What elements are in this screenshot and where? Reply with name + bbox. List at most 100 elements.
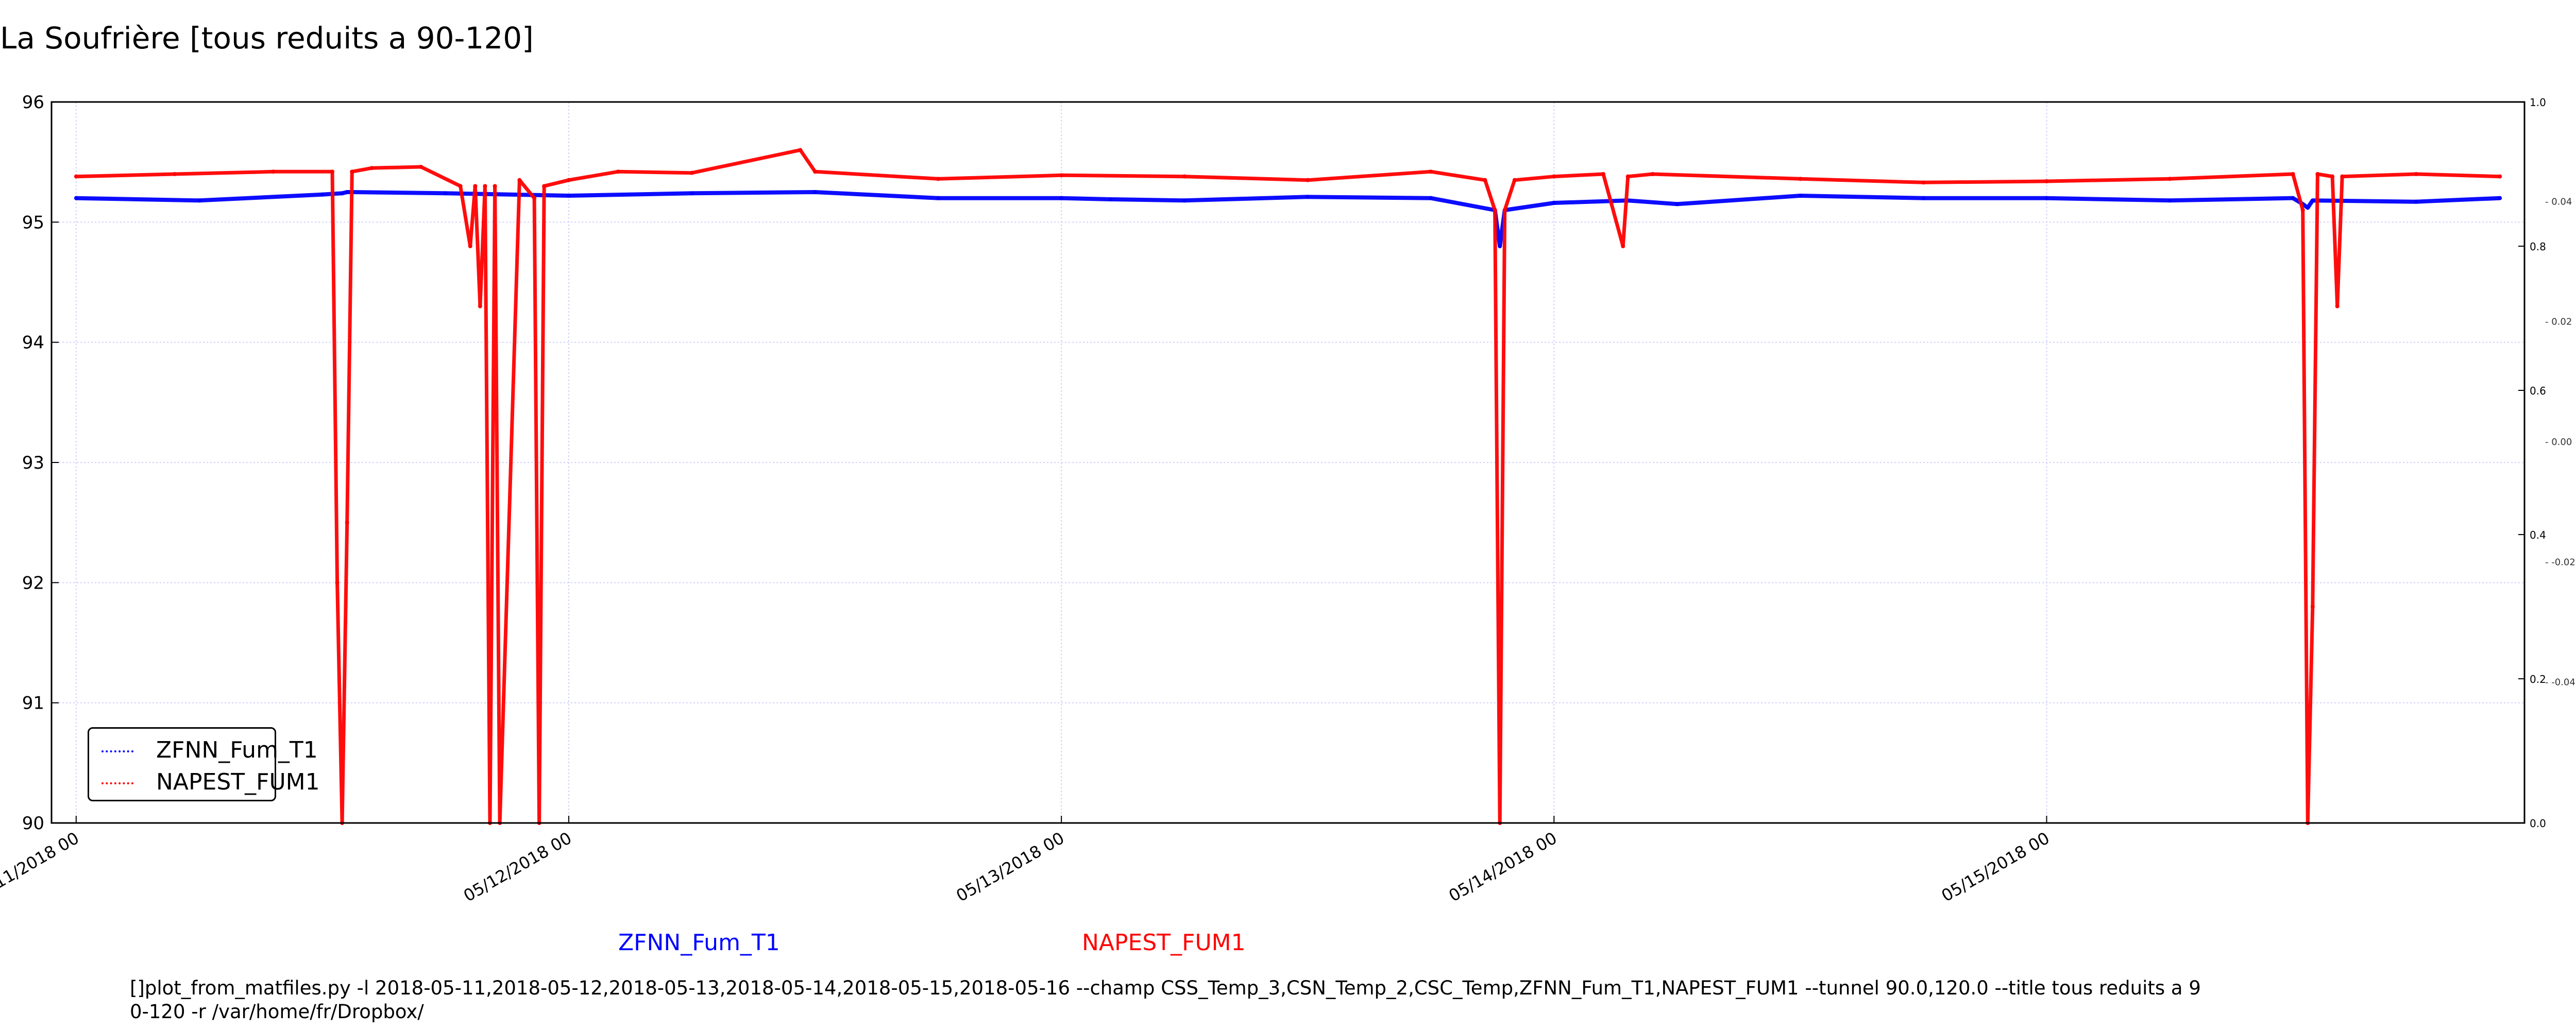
data-point-series-1 xyxy=(1798,194,1803,198)
data-point-series-1 xyxy=(345,190,349,194)
series-line-2 xyxy=(76,148,2500,825)
data-point-series-2 xyxy=(616,169,620,174)
data-point-series-1 xyxy=(2414,199,2418,204)
data-point-series-2 xyxy=(542,184,547,188)
data-point-series-2 xyxy=(517,178,522,182)
y-tick-label: 95 xyxy=(22,212,44,233)
data-point-series-2 xyxy=(2340,174,2345,179)
data-point-series-2 xyxy=(74,174,78,179)
right-tick-label: 0.2 xyxy=(2530,673,2546,685)
data-point-series-2 xyxy=(468,244,472,248)
y-axis: 90 91 92 93 94 95 96 xyxy=(22,92,59,834)
legend-swatch-series2 xyxy=(101,782,133,784)
right-tick-label: 0.8 xyxy=(2530,241,2546,253)
data-point-series-1 xyxy=(1498,244,1502,248)
command-line-2: 0-120 -r /var/home/fr/Dropbox/ xyxy=(130,1001,424,1023)
data-point-series-2 xyxy=(2414,172,2418,176)
right-secondary-tick-label: - 0.02 xyxy=(2545,317,2572,328)
data-point-series-2 xyxy=(1059,173,1064,178)
x-tick-label: 05/14/2018 00 xyxy=(1446,828,1561,906)
data-point-series-2 xyxy=(478,304,482,308)
data-point-series-2 xyxy=(1552,174,1556,179)
data-point-series-1 xyxy=(340,191,345,196)
right-tick-label: 1.0 xyxy=(2530,96,2546,109)
data-point-series-1 xyxy=(2306,205,2310,210)
y-tick-label: 92 xyxy=(22,573,44,593)
data-point-series-2 xyxy=(813,169,818,174)
data-point-series-2 xyxy=(2167,177,2172,181)
data-point-series-1 xyxy=(690,191,694,196)
data-point-series-2 xyxy=(2300,208,2305,212)
command-line-text: []plot_from_matfiles.py -l 2018-05-11,20… xyxy=(130,976,2201,1024)
data-point-series-2 xyxy=(473,184,478,188)
data-point-series-2 xyxy=(173,172,177,176)
grid xyxy=(52,102,2524,823)
data-point-series-2 xyxy=(1429,169,1433,174)
data-point-series-2 xyxy=(1798,177,1803,181)
data-point-series-1 xyxy=(1182,198,1187,203)
data-point-series-1 xyxy=(320,192,325,197)
data-point-series-2 xyxy=(1650,172,1655,176)
data-point-series-1 xyxy=(1059,196,1064,200)
x-axis: 05/11/2018 00 05/12/2018 00 05/13/2018 00 0… xyxy=(0,816,2053,906)
y-tick-label: 96 xyxy=(22,92,44,113)
series-line-1 xyxy=(76,190,2500,248)
data-point-series-1 xyxy=(1429,196,1433,200)
data-point-series-2 xyxy=(532,196,537,200)
data-point-series-2 xyxy=(2315,172,2320,176)
data-point-series-1 xyxy=(2044,196,2049,200)
data-point-series-2 xyxy=(2335,304,2340,308)
data-point-series-1 xyxy=(1306,195,1310,199)
data-point-series-2 xyxy=(1306,178,1310,182)
data-point-series-1 xyxy=(2167,198,2172,203)
data-point-series-1 xyxy=(936,196,941,200)
data-point-series-2 xyxy=(369,166,374,170)
data-point-series-2 xyxy=(419,165,423,169)
data-point-series-2 xyxy=(271,169,276,174)
data-point-series-2 xyxy=(1621,244,1625,248)
data-point-series-2 xyxy=(1512,178,1517,182)
data-point-series-1 xyxy=(566,194,571,198)
series-caption-1: ZFNN_Fum_T1 xyxy=(618,930,780,956)
y-tick-label: 94 xyxy=(22,333,44,353)
plot-background xyxy=(52,102,2524,823)
legend-swatch-series1 xyxy=(101,750,133,752)
right-secondary-tick-label: - -0.02 xyxy=(2545,557,2575,568)
data-point-series-2 xyxy=(2044,179,2049,183)
right-tick-label: 0.4 xyxy=(2530,529,2546,541)
data-point-series-2 xyxy=(1182,174,1187,179)
data-point-series-2 xyxy=(2310,605,2315,609)
command-line-1: []plot_from_matfiles.py -l 2018-05-11,20… xyxy=(130,977,2201,999)
data-point-series-1 xyxy=(1921,196,1926,200)
data-point-series-1 xyxy=(74,196,78,200)
data-point-series-1 xyxy=(2310,198,2315,203)
data-point-series-2 xyxy=(1601,172,1605,176)
right-tick-label: 0.6 xyxy=(2530,385,2546,397)
y-tick-label: 90 xyxy=(22,813,44,834)
data-point-series-1 xyxy=(443,191,448,196)
right-secondary-tick-label: - -0.04 xyxy=(2545,677,2575,688)
right-axis: 0.0 0.2 0.4 0.6 0.8 1.0 - -0.04 - -0.02 - 0.00 - … xyxy=(2518,96,2575,830)
legend: ZFNN_Fum_T1 NAPEST_FUM1 xyxy=(88,727,320,801)
data-point-series-2 xyxy=(936,177,941,181)
data-point-series-2 xyxy=(493,184,497,188)
data-point-series-2 xyxy=(798,148,803,152)
data-point-series-2 xyxy=(1493,208,1497,212)
legend-item-series1: ZFNN_Fum_T1 xyxy=(89,735,318,766)
right-tick-label: 0.0 xyxy=(2530,817,2546,830)
legend-item-series2: NAPEST_FUM1 xyxy=(89,767,320,798)
x-tick-label: 05/13/2018 00 xyxy=(953,828,1067,906)
data-point-series-2 xyxy=(1502,208,1507,212)
legend-label-series1: ZFNN_Fum_T1 xyxy=(156,737,318,763)
legend-label-series2: NAPEST_FUM1 xyxy=(156,769,320,795)
data-point-series-2 xyxy=(566,178,571,182)
data-point-series-2 xyxy=(335,580,340,585)
data-point-series-1 xyxy=(813,190,818,194)
data-point-series-2 xyxy=(2330,174,2335,179)
right-secondary-tick-label: - 0.00 xyxy=(2545,437,2572,448)
data-point-series-1 xyxy=(1552,201,1556,205)
data-point-series-2 xyxy=(1625,174,1630,179)
y-tick-label: 93 xyxy=(22,453,44,473)
right-secondary-tick-label: - 0.04 xyxy=(2545,196,2572,207)
